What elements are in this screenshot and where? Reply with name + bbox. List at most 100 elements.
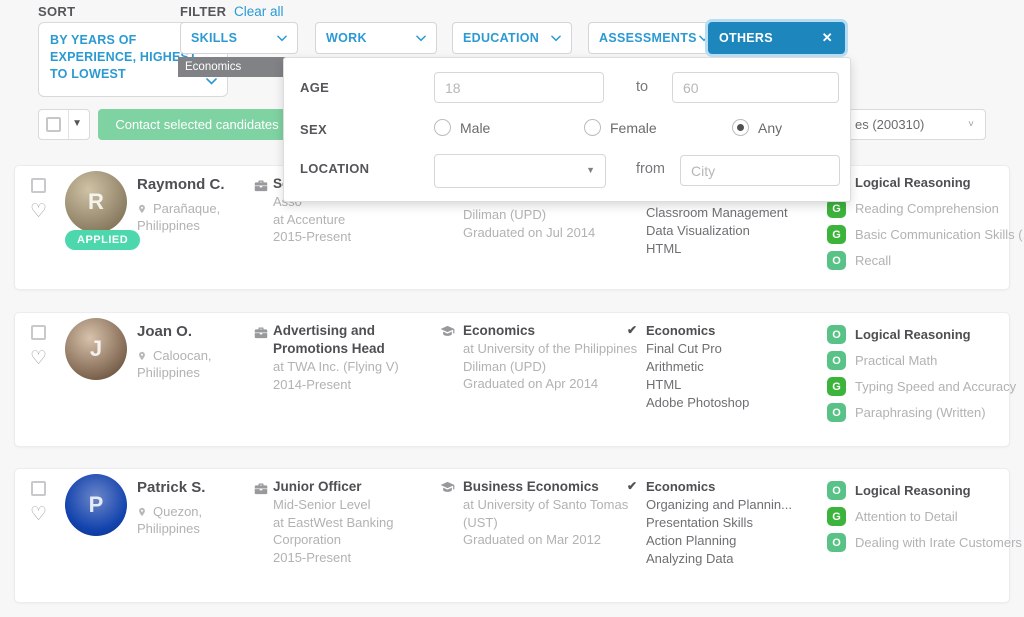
chevron-down-icon: ˅ xyxy=(968,119,974,130)
avatar-photo[interactable]: R xyxy=(65,171,127,233)
select-all-checkbox[interactable] xyxy=(46,117,61,132)
close-icon[interactable]: ✕ xyxy=(821,30,833,45)
age-max-input[interactable] xyxy=(672,72,839,103)
age-joiner: to xyxy=(636,79,649,95)
favorite-heart-icon[interactable]: ♡ xyxy=(30,348,48,369)
candidate-country: Philippines xyxy=(137,365,200,380)
grade-badge: G xyxy=(827,507,846,526)
skills-column: Classroom Management Data Visualization … xyxy=(646,175,826,258)
education-line: Graduated on Apr 2014 xyxy=(463,376,599,391)
work-line: Mid-Senior Level xyxy=(273,497,371,512)
location-joiner: from xyxy=(636,161,665,177)
assessment-label: Recall xyxy=(855,253,892,268)
favorite-heart-icon[interactable]: ♡ xyxy=(30,201,48,222)
education-title: Business Economics xyxy=(463,479,599,494)
map-pin-icon xyxy=(137,202,147,216)
skills-filter-tag[interactable]: Economics xyxy=(178,57,288,77)
select-all-split-button[interactable]: ▼ xyxy=(38,109,90,140)
briefcase-icon xyxy=(253,481,269,496)
filter-dropdown-skills[interactable]: SKILLS xyxy=(180,22,298,54)
avatar-initials: R xyxy=(88,189,104,214)
work-line: at TWA Inc. (Flying V) xyxy=(273,359,399,374)
assessment-label: Logical Reasoning xyxy=(855,483,971,498)
assessment-label: Logical Reasoning xyxy=(855,327,971,342)
assessment-label: Logical Reasoning xyxy=(855,175,971,190)
assessment-row: O Practical Math xyxy=(827,351,1024,370)
radio-circle[interactable] xyxy=(732,119,749,136)
education-line: at University of Santo Tomas xyxy=(463,497,629,512)
assessment-row: G Typing Speed and Accuracy xyxy=(827,377,1024,396)
filter-dropdown-work[interactable]: WORK xyxy=(315,22,437,54)
candidate-name[interactable]: Patrick S. xyxy=(137,479,206,496)
favorite-heart-icon[interactable]: ♡ xyxy=(30,504,48,525)
skills-header: Economics xyxy=(646,479,716,494)
radio-label: Female xyxy=(610,119,657,136)
education-column: Business Economics at University of Sant… xyxy=(463,478,643,549)
radio-circle[interactable] xyxy=(584,119,601,136)
filter-dropdown-others-active[interactable]: OTHERS ✕ xyxy=(708,22,845,54)
education-column: Diliman (UPD) Graduated on Jul 2014 xyxy=(463,175,643,241)
avatar-photo[interactable]: P xyxy=(65,474,127,536)
grade-badge: O xyxy=(827,325,846,344)
assessment-label: Reading Comprehension xyxy=(855,201,999,216)
candidate-country: Philippines xyxy=(137,521,200,536)
map-pin-icon xyxy=(137,505,147,519)
skill-item: Adobe Photoshop xyxy=(646,395,750,410)
filter-dropdown-assessments[interactable]: ASSESSMENTS xyxy=(588,22,720,54)
education-line: Diliman (UPD) xyxy=(463,358,547,374)
filter-education-label: EDUCATION xyxy=(463,31,540,45)
grade-badge: O xyxy=(827,533,846,552)
chevron-down-icon xyxy=(206,78,217,85)
filter-label: FILTER xyxy=(180,4,227,19)
candidate-city: Caloocan, xyxy=(153,348,212,363)
work-column: Advertising and Promotions Head at TWA I… xyxy=(273,322,425,393)
skill-item: Analyzing Data xyxy=(646,551,734,566)
work-line: 2014-Present xyxy=(273,376,352,392)
assessment-label: Typing Speed and Accuracy xyxy=(855,379,1017,394)
assessment-row: G Attention to Detail xyxy=(827,507,1024,526)
radio-label: Male xyxy=(460,119,491,136)
skills-column: Economics Final Cut Pro Arithmetic HTML … xyxy=(646,322,826,412)
filter-assessments-label: ASSESSMENTS xyxy=(599,31,697,45)
briefcase-icon xyxy=(253,178,269,193)
work-title: Advertising and Promotions Head xyxy=(273,323,385,356)
grade-badge: G xyxy=(827,225,846,244)
education-line: Graduated on Jul 2014 xyxy=(463,224,596,240)
chevron-down-icon xyxy=(277,35,287,42)
skills-column: Economics Organizing and Plannin... Pres… xyxy=(646,478,826,568)
assessment-row: O Recall xyxy=(827,251,1024,270)
filter-dropdown-education[interactable]: EDUCATION xyxy=(452,22,572,54)
work-line: 2015-Present xyxy=(273,549,352,565)
candidate-name[interactable]: Raymond C. xyxy=(137,176,225,193)
graduation-cap-icon xyxy=(439,324,456,339)
candidate-city: Parañaque, xyxy=(153,201,221,216)
education-line: (UST) xyxy=(463,514,498,530)
radio-circle[interactable] xyxy=(434,119,451,136)
assessment-label: Practical Math xyxy=(855,353,938,368)
others-filter-panel: AGE to SEX Male Female Any LOCATION ▼ fr… xyxy=(283,57,851,202)
candidate-checkbox[interactable] xyxy=(31,325,46,340)
education-title: Economics xyxy=(463,323,536,338)
sex-radio-female[interactable]: Female xyxy=(584,119,657,136)
location-city-input[interactable] xyxy=(680,155,840,186)
caret-down-icon[interactable]: ▼ xyxy=(72,118,82,129)
candidate-country: Philippines xyxy=(137,218,200,233)
avatar-initials: J xyxy=(89,336,103,361)
skill-item: Data Visualization xyxy=(646,223,750,238)
skill-item: HTML xyxy=(646,241,682,256)
avatar-photo[interactable]: J xyxy=(65,318,127,380)
sex-radio-any[interactable]: Any xyxy=(732,119,782,136)
candidate-name[interactable]: Joan O. xyxy=(137,323,193,340)
location-select[interactable]: ▼ xyxy=(434,154,606,188)
candidate-checkbox[interactable] xyxy=(31,481,46,496)
map-pin-icon xyxy=(137,349,147,363)
candidate-city: Quezon, xyxy=(153,504,203,519)
filter-others-label: OTHERS xyxy=(719,31,773,45)
age-min-input[interactable] xyxy=(434,72,604,103)
clear-all-link[interactable]: Clear all xyxy=(234,4,284,19)
radio-label: Any xyxy=(758,119,783,136)
candidate-checkbox[interactable] xyxy=(31,178,46,193)
sex-radio-male[interactable]: Male xyxy=(434,119,490,136)
contact-selected-button[interactable]: Contact selected candidates xyxy=(98,109,296,140)
